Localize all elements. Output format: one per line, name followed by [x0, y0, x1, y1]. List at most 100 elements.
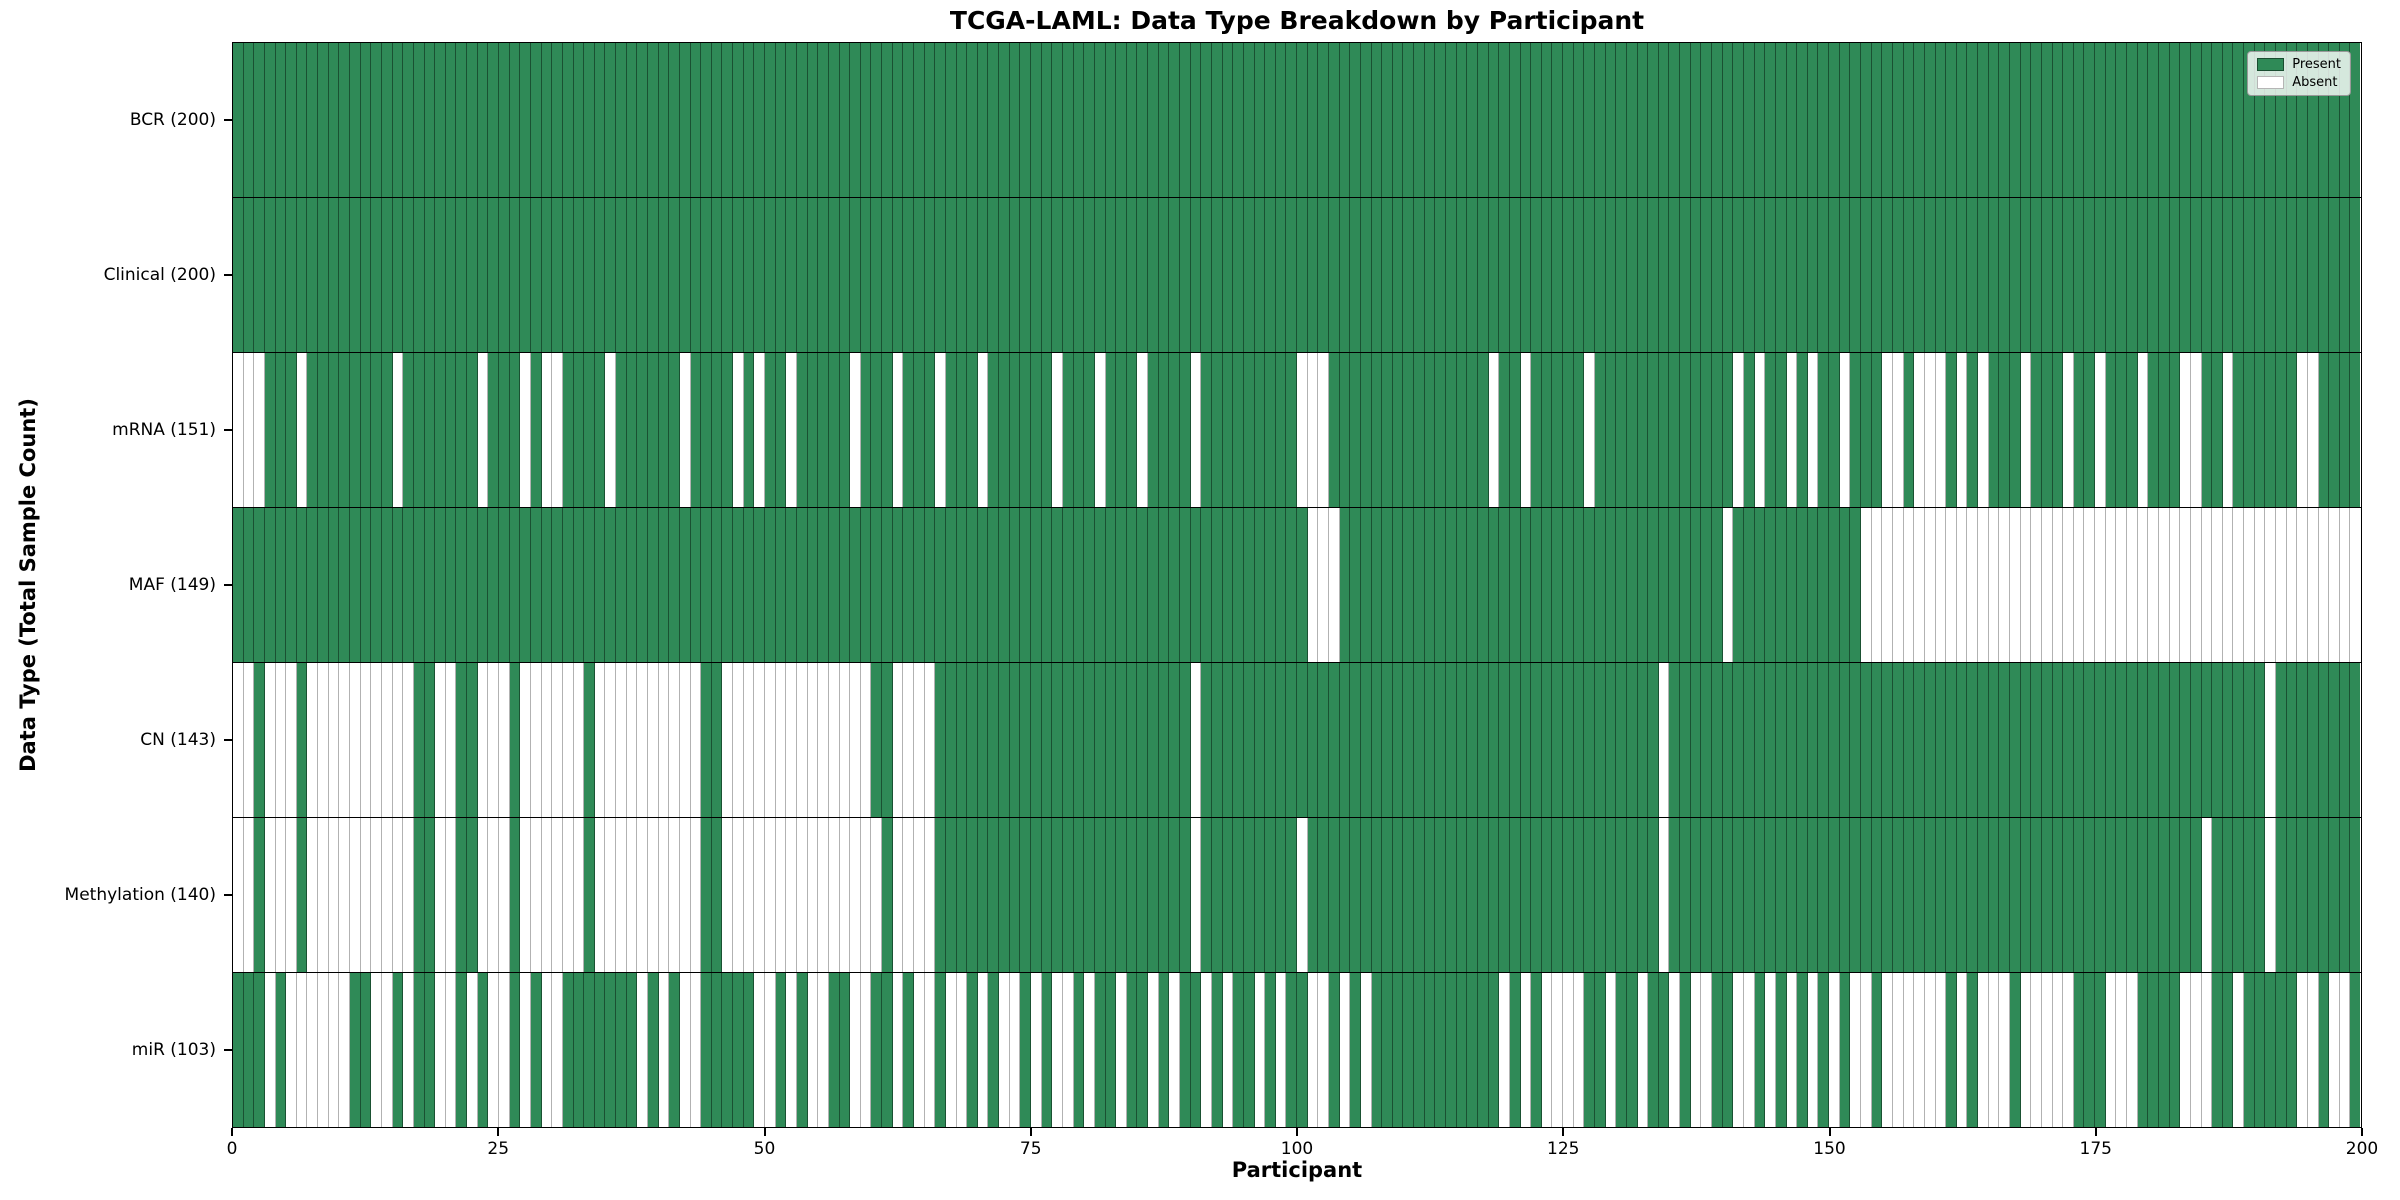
- heatmap-cell: [1775, 198, 1787, 352]
- heatmap-cell: [1978, 663, 1989, 817]
- heatmap-cell: [892, 973, 904, 1127]
- heatmap-cell: [1360, 43, 1372, 197]
- heatmap-cell: [339, 198, 351, 352]
- heatmap-cell: [1531, 663, 1542, 817]
- heatmap-cell: [275, 663, 287, 817]
- heatmap-cell: [765, 353, 776, 507]
- heatmap-cell: [1637, 973, 1649, 1127]
- heatmap-cell: [1956, 973, 1968, 1127]
- heatmap-cell: [2041, 508, 2053, 662]
- heatmap-cell: [1158, 663, 1170, 817]
- heatmap-cell: [594, 198, 606, 352]
- heatmap-cell: [2212, 818, 2223, 972]
- heatmap-cell: [1382, 663, 1393, 817]
- heatmap-cell: [765, 198, 776, 352]
- heatmap-cell: [562, 43, 574, 197]
- heatmap-cell: [1680, 198, 1691, 352]
- heatmap-cell: [1690, 973, 1702, 1127]
- heatmap-cell: [477, 818, 489, 972]
- heatmap-cell: [1797, 198, 1808, 352]
- heatmap-cell: [637, 353, 648, 507]
- heatmap-cell: [1946, 353, 1957, 507]
- heatmap-cell: [2329, 973, 2340, 1127]
- heatmap-cell: [658, 198, 670, 352]
- heatmap-cell: [1360, 663, 1372, 817]
- heatmap-cell: [1616, 663, 1627, 817]
- heatmap-cell: [307, 663, 319, 817]
- heatmap-cell: [2276, 353, 2287, 507]
- heatmap-cell: [892, 663, 904, 817]
- heatmap-cell: [765, 508, 776, 662]
- heatmap-cell: [2084, 508, 2096, 662]
- heatmap-cell: [1201, 353, 1212, 507]
- heatmap-cell: [1658, 973, 1670, 1127]
- heatmap-cell: [1988, 198, 2000, 352]
- heatmap-cell: [1892, 818, 1904, 972]
- heatmap-cell: [1669, 43, 1681, 197]
- heatmap-cell: [743, 663, 755, 817]
- heatmap-cell: [701, 663, 712, 817]
- heatmap-cell: [1180, 198, 1191, 352]
- heatmap-cell: [1233, 973, 1244, 1127]
- heatmap-cell: [1520, 818, 1532, 972]
- heatmap-cell: [2201, 353, 2213, 507]
- heatmap-cell: [1435, 353, 1447, 507]
- heatmap-cell: [233, 508, 244, 662]
- heatmap-cell: [743, 353, 755, 507]
- heatmap-cell: [2265, 663, 2276, 817]
- heatmap-cell: [1626, 818, 1638, 972]
- heatmap-cell: [935, 353, 946, 507]
- heatmap-cell: [243, 973, 255, 1127]
- heatmap-cell: [1243, 198, 1255, 352]
- heatmap-cell: [945, 43, 957, 197]
- heatmap-cell: [1084, 663, 1095, 817]
- plot-area: Present Absent: [232, 42, 2362, 1128]
- heatmap-cell: [1988, 43, 2000, 197]
- heatmap-cell: [1488, 818, 1500, 972]
- heatmap-cell: [1786, 198, 1798, 352]
- x-tick-label-175: 175: [2079, 1139, 2112, 1159]
- heatmap-cell: [1712, 973, 1723, 1127]
- heatmap-cell: [2073, 43, 2085, 197]
- heatmap-cell: [935, 663, 946, 817]
- heatmap-cell: [2116, 353, 2128, 507]
- heatmap-cell: [2190, 353, 2202, 507]
- heatmap-cell: [2063, 818, 2074, 972]
- heatmap-cell: [339, 663, 351, 817]
- heatmap-cell: [1105, 198, 1117, 352]
- heatmap-cell: [1403, 43, 1415, 197]
- heatmap-cell: [1573, 508, 1585, 662]
- heatmap-cell: [2180, 353, 2191, 507]
- heatmap-cell: [328, 508, 340, 662]
- heatmap-cell: [871, 818, 883, 972]
- heatmap-cell: [286, 663, 297, 817]
- heatmap-cell: [818, 43, 829, 197]
- heatmap-cell: [1743, 663, 1755, 817]
- heatmap-cell: [1552, 663, 1564, 817]
- heatmap-cell: [1765, 508, 1776, 662]
- heatmap-cell: [711, 508, 723, 662]
- heatmap-cell: [2297, 508, 2308, 662]
- heatmap-cell: [2265, 198, 2276, 352]
- heatmap-cell: [2286, 353, 2298, 507]
- heatmap-cell: [1041, 663, 1053, 817]
- heatmap-cell: [1094, 198, 1106, 352]
- heatmap-cell: [254, 973, 265, 1127]
- heatmap-cell: [1871, 973, 1883, 1127]
- heatmap-cell: [1956, 198, 1968, 352]
- heatmap-cell: [1829, 818, 1840, 972]
- heatmap-cell: [1967, 973, 1979, 1127]
- heatmap-cell: [743, 818, 755, 972]
- heatmap-cell: [647, 818, 659, 972]
- heatmap-cell: [520, 508, 531, 662]
- heatmap-cell: [381, 818, 393, 972]
- heatmap-cell: [1499, 508, 1510, 662]
- heatmap-cell: [1297, 818, 1308, 972]
- heatmap-cell: [1339, 508, 1351, 662]
- heatmap-cell: [1839, 43, 1851, 197]
- heatmap-cell: [754, 508, 766, 662]
- heatmap-cell: [1265, 353, 1276, 507]
- heatmap-cell: [1861, 663, 1872, 817]
- heatmap-cell: [999, 973, 1010, 1127]
- heatmap-cell: [2190, 663, 2202, 817]
